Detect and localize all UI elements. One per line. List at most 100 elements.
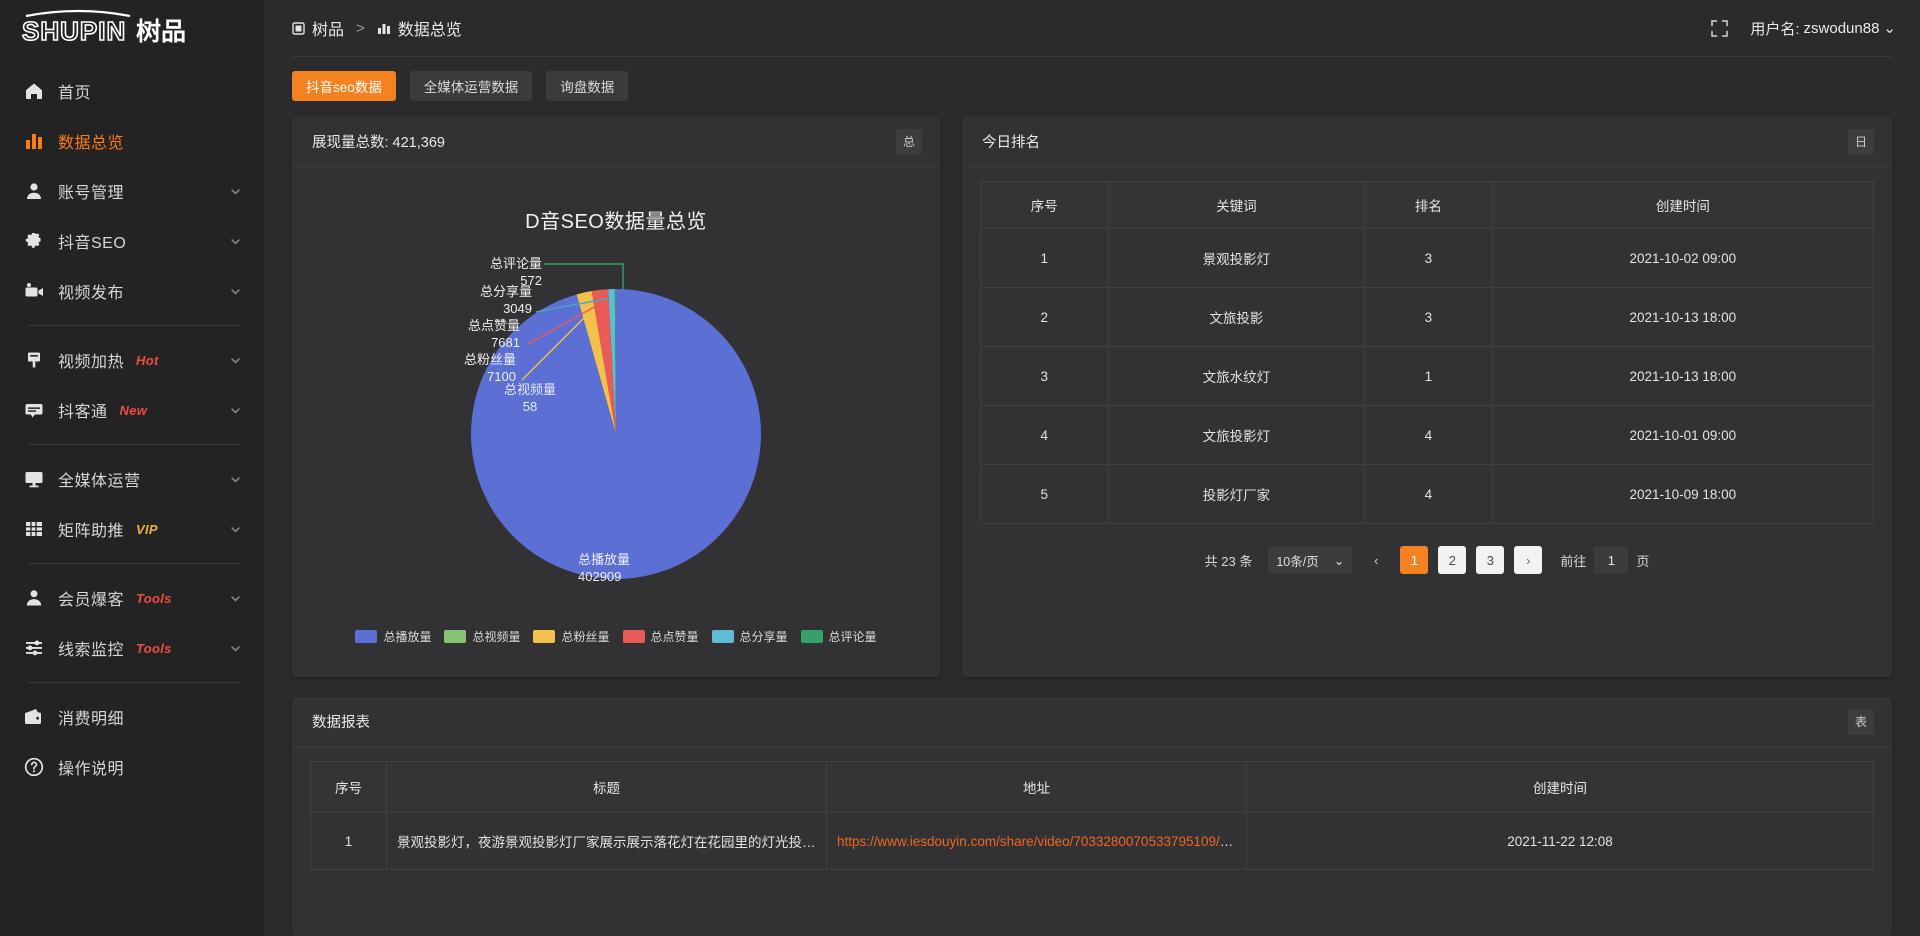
svg-text:7681: 7681 [491,335,520,350]
chevron-down-icon [229,185,242,198]
rank-card-title: 今日排名 [982,135,1040,151]
svg-text:402909: 402909 [578,569,621,584]
sidebar-item-13[interactable]: 线索监控 Tools [0,623,264,673]
rank-cell-created: 2021-10-13 18:00 [1491,346,1875,406]
brand-logo[interactable]: SHUPIN 树品 [0,0,264,56]
rank-card-day-button[interactable]: 日 [1848,128,1874,155]
pie-slice-总分享量[interactable] [608,289,616,434]
pagination-total-label: 共 23 条 [1204,553,1253,569]
pie-slice-总粉丝量[interactable] [576,291,616,434]
main-area: 树品 > 数据总览 用户名: zswodun88 [264,0,1920,936]
rank-cell-idx: 2 [980,287,1109,347]
pagination-jump-input[interactable] [1594,546,1629,574]
legend-item-5[interactable]: 总评论量 [800,628,877,645]
member-icon [24,588,44,608]
rank-col-0: 序号 [980,181,1109,229]
sidebar-separator [28,325,240,326]
legend-item-2[interactable]: 总粉丝量 [533,628,610,645]
table-row[interactable]: 1 景观投影灯 3 2021-10-02 09:00 [980,228,1875,288]
pie-leader-line-总分享量 [535,297,611,313]
chevron-down-icon [229,235,242,248]
pie-card-header: 展现量总数: 421,369 总 [292,117,940,167]
tab-1[interactable]: 全媒体运营数据 [409,71,533,101]
pie-card-total-button[interactable]: 总 [896,128,922,155]
pie-label-总点赞量: 总点赞量 7681 [468,318,520,350]
report-card-table-button[interactable]: 表 [1848,708,1874,735]
svg-text:7100: 7100 [487,369,516,384]
table-row[interactable]: 3 文旅水纹灯 1 2021-10-13 18:00 [980,346,1875,406]
report-cell-idx: 1 [310,812,387,870]
rank-table-header-row: 序号 关键词 排名 创建时间 [980,181,1875,229]
pie-chart-card: 展现量总数: 421,369 总 D音SEO数据量总览 总评论量 572 总分享量 3… [292,117,940,677]
legend-item-1[interactable]: 总视频量 [444,628,520,645]
sidebar-item-6[interactable]: 视频加热 Hot [0,335,264,385]
chat-icon [24,400,44,420]
svg-text:3049: 3049 [503,301,532,316]
report-table-header-row: 序号 标题 地址 创建时间 [310,761,1874,813]
tab-0[interactable]: 抖音seo数据 [292,71,396,101]
report-url-link[interactable]: https://www.iesdouyin.com/share/video/70… [837,833,1247,849]
pagination-page-3[interactable]: 3 [1476,546,1505,574]
sidebar-item-12[interactable]: 会员爆客 Tools [0,573,264,623]
chart-title: D音SEO数据量总览 [525,211,707,233]
svg-text:总粉丝量: 总粉丝量 [464,352,516,367]
sidebar-item-label: 视频加热 [58,354,125,371]
tab-2[interactable]: 询盘数据 [546,71,629,101]
report-cell-created: 2021-11-22 12:08 [1246,812,1874,870]
pie-leader-line-总播放量 [582,559,609,578]
sidebar-item-1[interactable]: 数据总览 [0,116,264,166]
page-size-select[interactable]: 10条/页 ⌄ [1268,546,1353,574]
sidebar-item-10[interactable]: 矩阵助推 VIP [0,504,264,554]
pagination-prev-button[interactable]: ‹ [1374,552,1379,568]
sidebar-item-4[interactable]: 视频发布 [0,266,264,316]
rank-cell-rank: 4 [1364,405,1493,465]
pie-slice-总视频量[interactable] [576,294,616,434]
sidebar-separator [28,563,240,564]
breadcrumb: 树品 > 数据总览 [292,16,462,40]
sidebar-item-0[interactable]: 首页 [0,66,264,116]
user-name-label: zswodun88 [1803,19,1880,37]
sidebar-item-2[interactable]: 账号管理 [0,166,264,216]
sidebar-item-3[interactable]: 抖音SEO [0,216,264,266]
report-cell-title: 景观投影灯，夜游景观投影灯厂家展示展示落花灯在花园里的灯光投影应用效果 # [386,812,827,870]
gear-icon [24,231,44,251]
rank-cell-created: 2021-10-01 09:00 [1491,405,1875,465]
legend-item-4[interactable]: 总分享量 [711,628,788,645]
pagination-page-2[interactable]: 2 [1438,546,1467,574]
sidebar-item-7[interactable]: 抖客通 New [0,385,264,435]
legend-swatch-icon [622,630,645,643]
sidebar-separator [28,444,240,445]
sidebar-item-9[interactable]: 全媒体运营 [0,454,264,504]
legend-label: 总点赞量 [650,630,699,644]
breadcrumb-current-label: 数据总览 [397,22,462,39]
rank-col-3: 创建时间 [1491,181,1875,229]
pagination-page-1[interactable]: 1 [1400,546,1429,574]
report-col-3: 创建时间 [1246,761,1874,813]
legend-item-0[interactable]: 总播放量 [355,628,431,645]
table-row[interactable]: 5 投影灯厂家 4 2021-10-09 18:00 [980,464,1875,524]
pie-slice-总点赞量[interactable] [591,289,616,434]
pagination-next-button[interactable]: › [1514,546,1543,574]
table-row[interactable]: 2 文旅投影 3 2021-10-13 18:00 [980,287,1875,347]
breadcrumb-item-root[interactable]: 树品 [292,16,344,40]
sidebar-item-15[interactable]: 消费明细 [0,692,264,742]
sidebar-item-badge: Tools [136,590,172,606]
wallet-icon [24,707,44,727]
user-menu[interactable]: 用户名: zswodun88 ⌄ [1750,18,1896,39]
table-row[interactable]: 4 文旅投影灯 4 2021-10-01 09:00 [980,405,1875,465]
sidebar-item-16[interactable]: 操作说明 [0,742,264,792]
report-col-1: 标题 [386,761,827,813]
legend-item-3[interactable]: 总点赞量 [622,628,699,645]
pie-label-总视频量: 总视频量 58 [504,382,556,414]
rank-cell-idx: 5 [980,464,1109,524]
svg-text:总点赞量: 总点赞量 [468,318,520,333]
report-card-body: 序号 标题 地址 创建时间 1 景观投影灯，夜游景观投影灯厂家展示展示落花灯在花园里的灯… [292,747,1892,936]
rank-cell-idx: 4 [980,405,1109,465]
fullscreen-icon[interactable] [1711,19,1729,37]
svg-text:58: 58 [523,399,537,414]
legend-swatch-icon [533,630,556,643]
breadcrumb-item-current[interactable]: 数据总览 [377,16,462,40]
